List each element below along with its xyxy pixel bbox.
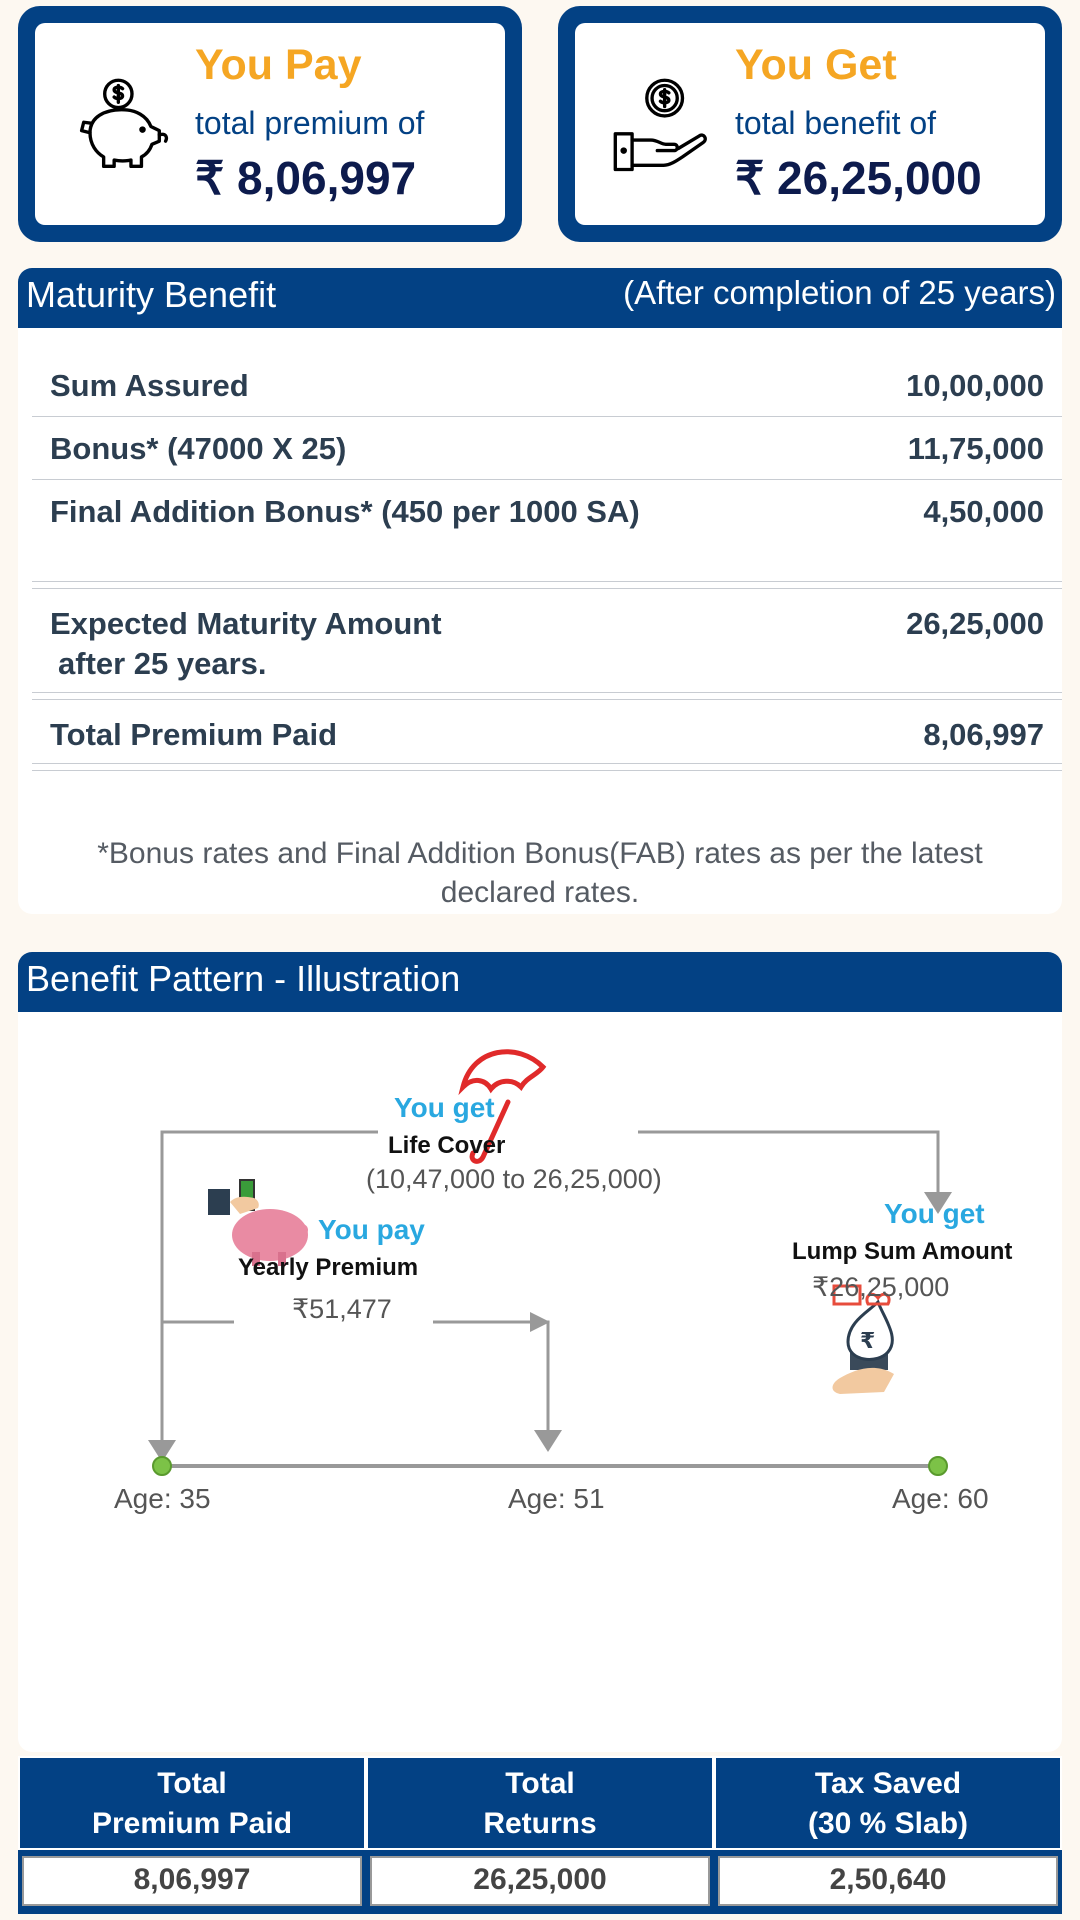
umbrella-icon (458, 1049, 547, 1164)
you-pay-amount: ₹ 8,06,997 (195, 152, 417, 204)
row-label: Expected Maturity Amount (50, 606, 442, 641)
divider (32, 416, 1062, 417)
row-label: Sum Assured (50, 368, 249, 403)
row-value: 10,00,000 (906, 368, 1044, 403)
premium-label: Yearly Premium (238, 1254, 419, 1281)
summary-header-total-returns: Total Returns (366, 1756, 714, 1850)
you-get-subtitle: total benefit of (735, 105, 937, 141)
you-pay-card: You Pay total premium of ₹ 8,06,997 (18, 6, 522, 242)
maturity-benefit-panel: Maturity Benefit (After completion of 25… (18, 268, 1062, 914)
benefit-pattern-title: Benefit Pattern - Illustration (26, 958, 461, 999)
life-cover-line (638, 1130, 940, 1212)
you-pay-card-body: You Pay total premium of ₹ 8,06,997 (35, 23, 505, 225)
you-get-card: You Get total benefit of ₹ 26,25,000 (558, 6, 1062, 242)
divider (32, 692, 1062, 693)
lump-sum-you-get: You get (884, 1198, 985, 1229)
header-line1: Total (157, 1767, 227, 1800)
row-value: 4,50,000 (923, 494, 1044, 529)
header-line2: Premium Paid (91, 1807, 293, 1840)
lump-sum-amount: ₹26,25,000 (812, 1272, 950, 1302)
row-label: Total Premium Paid (50, 717, 338, 752)
header-line2: (30 % Slab) (807, 1807, 969, 1840)
lump-sum-label: Lump Sum Amount (792, 1238, 1013, 1265)
age-35-marker (152, 1456, 172, 1476)
you-pay-title: You Pay (195, 41, 362, 89)
maturity-benefit-header: Maturity Benefit (After completion of 25… (18, 268, 1062, 328)
maturity-benefit-subtitle: (After completion of 25 years) (623, 274, 1056, 311)
arrow-head (534, 1430, 562, 1452)
row-label-line2: after 25 years. (58, 646, 267, 681)
premium-amount: ₹51,477 (292, 1294, 392, 1324)
bonus-rates-note: *Bonus rates and Final Addition Bonus(FA… (97, 837, 983, 909)
row-value: 26,25,000 (906, 606, 1044, 641)
divider (32, 479, 1062, 480)
piggy-bank-icon (208, 1179, 308, 1266)
premium-line (433, 1320, 550, 1448)
money-bag-icon: ₹ (832, 1284, 894, 1394)
age-60-marker (928, 1456, 948, 1476)
header-line2: Returns (483, 1807, 597, 1840)
benefit-diagram: ₹ (148, 1049, 952, 1476)
benefit-pattern-header: Benefit Pattern - Illustration (18, 952, 1062, 1012)
you-pay-subtitle: total premium of (195, 105, 425, 141)
age-label-mid: Age: 51 (508, 1483, 605, 1514)
maturity-benefit-title: Maturity Benefit (26, 274, 277, 315)
row-value: 11,75,000 (907, 431, 1044, 466)
summary-header-tax-saved: Tax Saved (30 % Slab) (714, 1756, 1062, 1850)
age-label-end: Age: 60 (892, 1483, 989, 1514)
summary-value-total-returns: 26,25,000 (370, 1856, 710, 1906)
summary-header-total-premium: Total Premium Paid (18, 1756, 366, 1850)
row-value: 8,06,997 (923, 717, 1044, 752)
divider (32, 770, 1062, 771)
header-line1: Total (505, 1767, 575, 1800)
premium-you-pay: You pay (318, 1214, 425, 1245)
you-get-title: You Get (735, 41, 897, 89)
divider (32, 581, 1062, 582)
row-label: Bonus* (47000 X 25) (50, 431, 347, 466)
svg-text:₹: ₹ (860, 1329, 875, 1354)
header-line1: Tax Saved (814, 1767, 962, 1800)
you-get-amount: ₹ 26,25,000 (735, 152, 982, 204)
life-cover-range: (10,47,000 to 26,25,000) (366, 1164, 662, 1194)
divider (32, 763, 1062, 764)
arrow-head (148, 1440, 176, 1462)
piggy-bank-icon (79, 78, 169, 169)
life-cover-label: Life Cover (388, 1132, 506, 1159)
arrow-head (924, 1192, 952, 1214)
row-label: Final Addition Bonus* (450 per 1000 SA) (50, 494, 640, 529)
life-cover-you-get: You get (394, 1092, 495, 1123)
summary-value-tax-saved: 2,50,640 (718, 1856, 1058, 1906)
row-expected-maturity: Expected Maturity Amount after 25 years.… (32, 604, 1062, 684)
divider (32, 588, 1062, 589)
benefit-pattern-panel: Benefit Pattern - Illustration (18, 952, 1062, 1752)
hand-coin-icon (613, 78, 707, 172)
summary-value-total-premium: 8,06,997 (22, 1856, 362, 1906)
you-get-card-body: You Get total benefit of ₹ 26,25,000 (575, 23, 1045, 225)
age-label-start: Age: 35 (114, 1483, 211, 1514)
arrow-head (530, 1312, 550, 1332)
divider (32, 699, 1062, 700)
life-cover-line (160, 1130, 378, 1465)
